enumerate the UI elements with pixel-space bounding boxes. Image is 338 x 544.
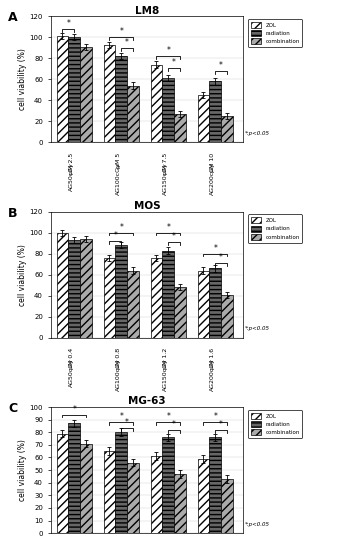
Bar — [80, 47, 92, 143]
Text: *: * — [125, 418, 129, 428]
Bar — [209, 268, 221, 338]
Bar — [209, 437, 221, 533]
Bar — [103, 258, 115, 338]
Text: *: * — [119, 222, 123, 232]
Text: *: * — [172, 232, 176, 241]
Bar — [68, 423, 80, 533]
Bar — [150, 258, 162, 338]
Bar — [127, 85, 139, 143]
Bar — [56, 233, 68, 338]
Text: µM 5: µM 5 — [116, 152, 121, 168]
Text: AG50cGy: AG50cGy — [69, 358, 74, 387]
Text: AG50cGy: AG50cGy — [69, 163, 74, 191]
Legend: ZOL, radiation, combination: ZOL, radiation, combination — [248, 214, 303, 243]
Text: *: * — [213, 412, 217, 421]
Text: *: * — [72, 405, 76, 413]
Bar — [150, 65, 162, 143]
Text: *: * — [119, 27, 123, 36]
Bar — [221, 295, 233, 338]
Text: *: * — [66, 19, 70, 28]
Bar — [68, 38, 80, 143]
Bar — [127, 462, 139, 533]
Bar — [68, 240, 80, 338]
Text: µM 10: µM 10 — [210, 152, 215, 171]
Text: µM 5: µM 5 — [69, 543, 74, 544]
Bar — [174, 114, 186, 143]
Text: B: B — [8, 207, 18, 220]
Bar — [115, 245, 127, 338]
Legend: ZOL, radiation, combination: ZOL, radiation, combination — [248, 410, 303, 438]
Bar — [56, 36, 68, 143]
Bar — [197, 270, 209, 338]
Text: AG100cGy: AG100cGy — [116, 163, 121, 195]
Text: µM 1.6: µM 1.6 — [210, 348, 215, 369]
Text: *:p<0.05: *:p<0.05 — [245, 131, 270, 136]
Bar — [174, 474, 186, 533]
Text: µM 20: µM 20 — [210, 543, 215, 544]
Text: µM 0.4: µM 0.4 — [69, 348, 74, 369]
Bar — [103, 45, 115, 143]
Title: MOS: MOS — [134, 201, 160, 211]
Bar — [197, 459, 209, 533]
Bar — [162, 78, 174, 143]
Bar — [162, 251, 174, 338]
Bar — [174, 287, 186, 338]
Bar — [197, 95, 209, 143]
Bar — [80, 443, 92, 533]
Text: *: * — [219, 61, 223, 70]
Text: *: * — [172, 58, 176, 67]
Text: AG200cGy: AG200cGy — [210, 358, 215, 391]
Text: AG200cGy: AG200cGy — [210, 163, 215, 195]
Text: AG150cGy: AG150cGy — [163, 163, 168, 195]
Text: *: * — [172, 420, 176, 429]
Legend: ZOL, radiation, combination: ZOL, radiation, combination — [248, 19, 303, 47]
Bar — [221, 479, 233, 533]
Text: *: * — [125, 38, 129, 47]
Bar — [103, 451, 115, 533]
Bar — [56, 434, 68, 533]
Text: C: C — [8, 402, 18, 415]
Text: AG100cGy: AG100cGy — [116, 358, 121, 391]
Text: *: * — [113, 231, 117, 240]
Text: *:p<0.05: *:p<0.05 — [245, 326, 270, 331]
Text: µM 15: µM 15 — [163, 543, 168, 544]
Text: *: * — [119, 412, 123, 421]
Bar — [127, 270, 139, 338]
Text: *: * — [166, 412, 170, 421]
Text: A: A — [8, 11, 18, 24]
Bar — [209, 82, 221, 143]
Text: µM 2.5: µM 2.5 — [69, 152, 74, 174]
Title: LM8: LM8 — [135, 5, 159, 16]
Y-axis label: cell viability (%): cell viability (%) — [18, 439, 27, 501]
Y-axis label: cell viability (%): cell viability (%) — [18, 48, 27, 110]
Bar — [80, 239, 92, 338]
Text: µM 7.5: µM 7.5 — [163, 152, 168, 174]
Text: *: * — [166, 222, 170, 232]
Text: *: * — [166, 46, 170, 55]
Y-axis label: cell viability (%): cell viability (%) — [18, 244, 27, 306]
Bar — [150, 456, 162, 533]
Text: AG150cGy: AG150cGy — [163, 358, 168, 391]
Text: *:p<0.05: *:p<0.05 — [245, 522, 270, 527]
Title: MG-63: MG-63 — [128, 396, 166, 406]
Text: *: * — [219, 253, 223, 262]
Text: *: * — [213, 244, 217, 253]
Bar — [115, 432, 127, 533]
Bar — [115, 56, 127, 143]
Text: µM 10: µM 10 — [116, 543, 121, 544]
Text: µM 0.8: µM 0.8 — [116, 348, 121, 369]
Bar — [221, 116, 233, 143]
Bar — [162, 437, 174, 533]
Text: µM 1.2: µM 1.2 — [163, 348, 168, 369]
Text: *: * — [219, 420, 223, 429]
